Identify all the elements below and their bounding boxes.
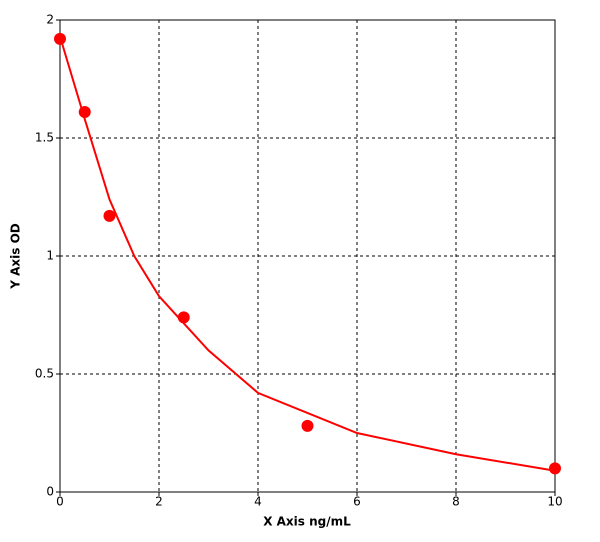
x-tick-label: 10 [547, 495, 562, 509]
y-tick-label: 0 [46, 485, 54, 499]
y-tick-label: 2 [46, 13, 54, 27]
y-tick-label: 1.5 [35, 131, 54, 145]
x-tick-label: 2 [155, 495, 163, 509]
x-tick-label: 4 [254, 495, 262, 509]
x-tick-label: 0 [56, 495, 64, 509]
y-tick-label: 0.5 [35, 367, 54, 381]
data-point [549, 462, 561, 475]
y-tick-label: 1 [46, 249, 54, 263]
plot-frame [59, 19, 556, 493]
data-point [301, 419, 314, 432]
data-point [103, 209, 116, 222]
y-axis-title: Y Axis OD [9, 223, 23, 290]
fit-curve [59, 36, 556, 472]
x-tick-label: 8 [452, 495, 460, 509]
x-tick-label: 6 [353, 495, 361, 509]
x-axis-title: X Axis ng/mL [263, 515, 351, 529]
